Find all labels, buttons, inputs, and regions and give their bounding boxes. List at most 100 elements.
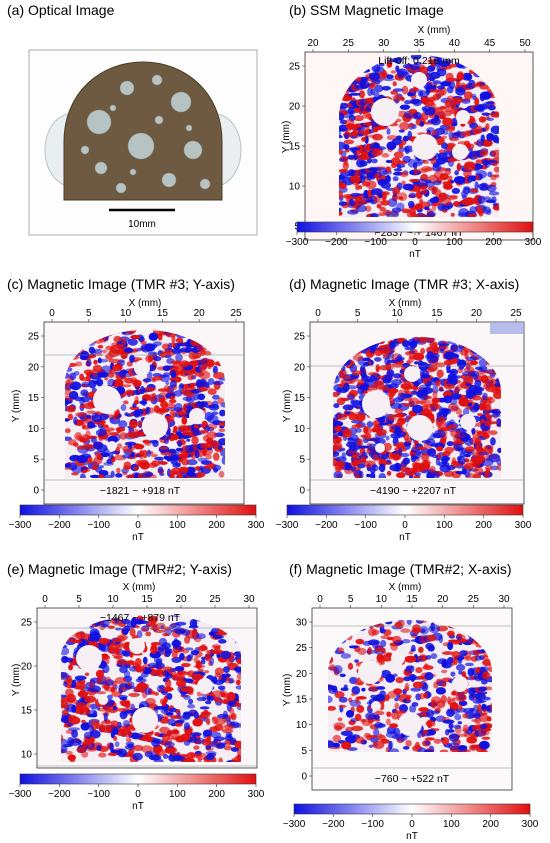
colorbar-tick-label: 100 bbox=[169, 789, 186, 800]
panel-c-plot: X (mm) 0 5 10 15 20 25 Y (mm) 0 5 10 15 20 25 −182… bbox=[11, 298, 245, 505]
y-tick-label: 10 bbox=[21, 750, 33, 761]
y-tick-label: 5 bbox=[33, 455, 39, 466]
x-tick-label: 15 bbox=[141, 594, 153, 605]
y-tick-label: 10 bbox=[294, 424, 306, 435]
x-tick-label: 20 bbox=[175, 594, 187, 605]
y-tick-label: 20 bbox=[28, 362, 40, 373]
range-label: −4190 ~ +2207 nT bbox=[370, 485, 457, 497]
colorbar-unit: nT bbox=[406, 831, 418, 842]
colorbar-tick-label: 0 bbox=[409, 819, 415, 830]
y-tick-label: 20 bbox=[21, 662, 33, 673]
x-tick-label: 25 bbox=[209, 594, 221, 605]
y-tick-label: 20 bbox=[289, 102, 301, 113]
colorbar-tick-label: 200 bbox=[208, 789, 225, 800]
x-tick-label: 20 bbox=[194, 308, 206, 319]
colorbar-tick-label: −100 bbox=[364, 237, 387, 248]
y-tick-label: 5 bbox=[299, 455, 305, 466]
colorbar-tick-label: 0 bbox=[135, 520, 141, 531]
colorbar-tick-label: −300 bbox=[283, 819, 306, 830]
y-tick-label: 30 bbox=[296, 618, 308, 629]
magnetic-map bbox=[61, 614, 241, 762]
x-tick-label: 50 bbox=[519, 38, 531, 49]
x-tick-label: 30 bbox=[378, 38, 390, 49]
colorbar-tick-label: −100 bbox=[354, 520, 377, 531]
scale-bar-label: 10mm bbox=[128, 219, 156, 230]
colorbar-tick-label: 300 bbox=[248, 789, 265, 800]
x-tick-label: 30 bbox=[498, 594, 510, 605]
colorbar-f: −300 −200 −100 0 100 200 300 nT bbox=[283, 803, 539, 842]
y-tick-label: 0 bbox=[33, 486, 39, 497]
colorbar-tick-label: 300 bbox=[525, 237, 542, 248]
colorbar-tick-label: 200 bbox=[485, 237, 502, 248]
colorbar-unit: nT bbox=[399, 532, 411, 543]
panel-d-title: (d) Magnetic Image (TMR #3; X-axis) bbox=[289, 276, 520, 292]
y-tick-label: 25 bbox=[296, 643, 308, 654]
magnetic-map bbox=[328, 620, 492, 752]
x-tick-label: 25 bbox=[343, 38, 355, 49]
colorbar-e: −300 −200 −100 0 100 200 300 nT bbox=[9, 773, 265, 812]
x-tick-label: 45 bbox=[484, 38, 496, 49]
x-tick-label: 25 bbox=[468, 594, 480, 605]
panel-b-title: (b) SSM Magnetic Image bbox=[289, 2, 444, 18]
panel-e-title: (e) Magnetic Image (TMR#2; Y-axis) bbox=[7, 561, 232, 577]
colorbar-tick-label: 0 bbox=[412, 237, 418, 248]
colorbar-tick-label: −300 bbox=[286, 237, 309, 248]
colorbar-tick-label: 200 bbox=[482, 819, 499, 830]
y-axis-title: Y (mm) bbox=[11, 664, 22, 697]
y-axis-title: Y (mm) bbox=[281, 121, 292, 154]
colorbar-tick-label: −300 bbox=[9, 520, 32, 531]
colorbar-tick-label: 0 bbox=[135, 789, 141, 800]
colorbar-tick-label: 100 bbox=[169, 520, 186, 531]
optical-image: 10mm bbox=[28, 49, 258, 236]
colorbar-tick-label: 100 bbox=[443, 819, 460, 830]
colorbar-tick-label: 300 bbox=[515, 520, 532, 531]
colorbar-tick-label: −100 bbox=[361, 819, 384, 830]
panel-d-plot: X (mm) 0 5 10 15 20 25 Y (mm) 0 5 10 15 20 25 −419… bbox=[282, 298, 525, 505]
colorbar-d: −300 −200 −100 0 100 200 300 nT bbox=[276, 504, 532, 543]
panel-f-plot: X (mm) 0 5 10 15 20 25 30 Y (mm) 051015202530 … bbox=[282, 582, 513, 791]
x-tick-label: 10 bbox=[107, 594, 119, 605]
y-tick-label: 15 bbox=[28, 393, 40, 404]
x-tick-label: 30 bbox=[243, 594, 255, 605]
x-tick-label: 40 bbox=[449, 38, 461, 49]
y-tick-label: 25 bbox=[21, 618, 33, 629]
x-tick-label: 20 bbox=[437, 594, 449, 605]
x-tick-label: 35 bbox=[413, 38, 425, 49]
colorbar-unit: nT bbox=[409, 249, 421, 260]
colorbar-tick-label: −300 bbox=[9, 789, 32, 800]
colorbar-tick-label: 200 bbox=[475, 520, 492, 531]
y-tick-label: 20 bbox=[294, 362, 306, 373]
y-tick-label: 20 bbox=[296, 669, 308, 680]
x-tick-label: 15 bbox=[431, 308, 443, 319]
y-tick-label: 15 bbox=[21, 706, 33, 717]
y-tick-label: 0 bbox=[301, 772, 307, 783]
x-tick-label: 20 bbox=[471, 308, 483, 319]
colorbar-tick-label: 0 bbox=[402, 520, 408, 531]
x-tick-label: 15 bbox=[406, 594, 418, 605]
colorbar-b: −300 −200 −100 0 100 200 300 nT bbox=[286, 221, 542, 260]
colorbar-unit: nT bbox=[132, 801, 144, 812]
colorbar-tick-label: −100 bbox=[87, 789, 110, 800]
colorbar-tick-label: 300 bbox=[248, 520, 265, 531]
liftoff-label: Lift-off: 0.216 mm bbox=[378, 55, 460, 67]
x-tick-label: 10 bbox=[376, 594, 388, 605]
y-tick-label: 25 bbox=[28, 332, 40, 343]
x-axis-title: X (mm) bbox=[129, 298, 162, 309]
colorbar-tick-label: −100 bbox=[87, 520, 110, 531]
x-tick-label: 20 bbox=[307, 38, 319, 49]
y-tick-label: 25 bbox=[289, 62, 301, 73]
x-tick-label: 25 bbox=[230, 308, 242, 319]
colorbar-tick-label: 100 bbox=[446, 237, 463, 248]
x-tick-label: 5 bbox=[355, 308, 361, 319]
x-tick-label: 0 bbox=[42, 594, 48, 605]
y-tick-label: 15 bbox=[294, 393, 306, 404]
x-tick-label: 25 bbox=[510, 308, 522, 319]
colorbar-tick-label: −300 bbox=[276, 520, 299, 531]
y-axis-title: Y (mm) bbox=[282, 674, 293, 707]
x-axis-title: X (mm) bbox=[123, 582, 156, 593]
y-tick-label: 10 bbox=[296, 720, 308, 731]
colorbar-c: −300 −200 −100 0 100 200 300 nT bbox=[9, 504, 265, 543]
y-tick-label: 5 bbox=[301, 746, 307, 757]
y-tick-label: 15 bbox=[296, 695, 308, 706]
colorbar-tick-label: −200 bbox=[325, 237, 348, 248]
